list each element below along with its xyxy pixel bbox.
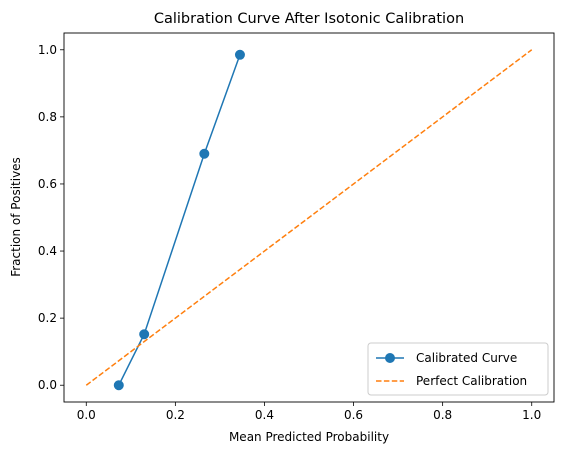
plot-frame (63, 32, 555, 403)
chart-title: Calibration Curve After Isotonic Calibra… (154, 11, 464, 27)
y-tick-label: 0.0 (38, 378, 57, 392)
x-tick-label: 0.8 (433, 408, 452, 422)
y-tick-label: 0.8 (38, 110, 57, 124)
x-axis-ticks: 0.0 0.2 0.4 0.6 0.8 1.0 (77, 402, 541, 422)
legend-box (367, 342, 549, 396)
y-axis-ticks: 0.0 0.2 0.4 0.6 0.8 1.0 (38, 43, 64, 392)
data-point (139, 329, 150, 340)
legend-label-perfect-calibration: Perfect Calibration (416, 374, 527, 388)
y-tick-label: 0.2 (38, 311, 57, 325)
x-tick-label: 0.2 (166, 408, 185, 422)
series-line-0 (118, 54, 241, 386)
data-point (199, 148, 210, 159)
legend-label-calibrated-curve: Calibrated Curve (416, 351, 517, 365)
series-layer (85, 49, 533, 391)
x-tick-label: 1.0 (522, 408, 541, 422)
legend-marker-calibrated-curve (385, 353, 395, 363)
series-line-1 (85, 49, 533, 386)
data-point (113, 380, 124, 391)
y-tick-label: 1.0 (38, 43, 57, 57)
y-tick-label: 0.6 (38, 177, 57, 191)
x-tick-label: 0.6 (344, 408, 363, 422)
x-axis-label: Mean Predicted Probability (229, 430, 389, 444)
x-tick-label: 0.4 (255, 408, 274, 422)
data-point (234, 49, 245, 60)
x-tick-label: 0.0 (77, 408, 96, 422)
y-tick-label: 0.4 (38, 244, 57, 258)
y-axis-label: Fraction of Positives (9, 157, 23, 277)
legend: Calibrated Curve Perfect Calibration (367, 342, 549, 396)
